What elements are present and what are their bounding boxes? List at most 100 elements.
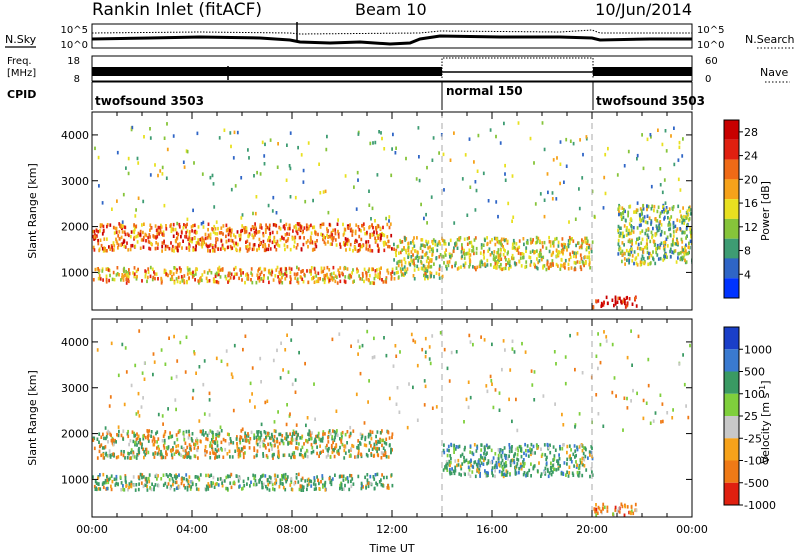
power-cell [375,274,377,278]
velocity-scatter-cell [232,408,235,413]
velocity-cell [128,482,131,486]
power-cell [493,236,496,241]
power-cell [449,254,451,259]
power-cell [137,231,140,236]
velocity-cell [170,453,173,457]
power-cell [618,226,621,230]
power-cell [315,244,318,249]
power-scatter-cell [659,183,662,187]
velocity-cell [191,439,194,443]
power-cell [173,266,176,270]
power-cell [184,223,187,228]
power-cell [125,277,128,282]
power-cell [530,241,532,245]
power-scatter-cell [661,190,664,195]
power-cell [473,265,476,270]
power-cell [201,245,204,249]
velocity-cell [498,463,500,467]
power-cell [492,253,495,258]
velocity-cell [546,467,549,472]
power-cell [540,252,542,257]
power-cell [307,245,309,249]
power-cell [354,247,357,251]
cpid-segment-label-3: twofsound 3503 [596,94,705,108]
velocity-cell [194,443,197,447]
power-cell [214,279,217,284]
velocity-scatter-cell [373,336,375,341]
power-cell [482,252,485,256]
power-cell [268,243,270,248]
power-cell [654,261,657,266]
power-scatter-cell [556,156,558,160]
velocity-cell [270,432,273,437]
power-cell [326,227,328,231]
cpid-segment-label-2: normal 150 [446,84,523,98]
velocity-cell [595,503,597,507]
velocity-cell [383,441,386,445]
velocity-scatter-cell [371,355,374,360]
power-scatter-cell [307,141,310,145]
power-cell [630,217,632,221]
power-cell [122,278,125,282]
power-cell [175,277,178,281]
power-cell [508,263,511,267]
velocity-cell [341,474,343,479]
velocity-cell [154,440,156,444]
power-cell [188,267,191,272]
power-cell [177,242,179,247]
velocity-cell [391,435,393,440]
velocity-cell [320,437,322,442]
velocity-cell [523,464,525,468]
power-scatter-cell [504,172,506,176]
velocity-cell [145,447,148,452]
velocity-cell [559,447,561,451]
velocity-cell [501,470,503,475]
power-scatter-cell [172,134,175,138]
velocity-cell [228,449,231,454]
velocity-cell [140,481,143,485]
power-cell [262,239,265,244]
power-cell [232,233,235,237]
power-scatter-cell [646,137,649,142]
velocity-cell [578,445,581,449]
power-cell [444,251,446,255]
power-cell [155,228,158,232]
power-cell [643,245,646,250]
power-cell [511,253,514,258]
velocity-cell [557,467,560,471]
velocity-cell [547,474,550,479]
velocity-cell [154,451,157,455]
velocity-cell [156,440,158,444]
velocity-cell [361,434,364,439]
power-cell [209,243,212,247]
velocity-cell [391,432,394,436]
power-cell [285,267,287,271]
velocity-cell [129,439,132,443]
power-cell [559,267,562,271]
power-scatter-cell [285,178,288,182]
power-cell [614,299,617,304]
power-cell [670,243,673,247]
velocity-cell [195,437,198,441]
power-cell [93,235,96,239]
velocity-scatter-cell [632,388,634,393]
power-cell [683,250,685,254]
velocity-cell [318,454,320,458]
power-cell [545,267,548,272]
velocity-cell [480,461,483,465]
power-cell [217,247,220,251]
velocity-cell [448,448,450,453]
power-ytick-label: 1000 [61,266,89,279]
power-cell [586,255,589,259]
velocity-cell [303,442,305,446]
power-cell [178,225,181,229]
power-cell [644,220,647,224]
power-cell [213,224,216,229]
velocity-scatter-cell [467,405,470,410]
power-cell [519,252,522,256]
velocity-cell [376,430,379,434]
velocity-cell [320,450,322,455]
power-cell [638,236,641,240]
velocity-cell [322,449,324,453]
power-cell [459,236,462,240]
